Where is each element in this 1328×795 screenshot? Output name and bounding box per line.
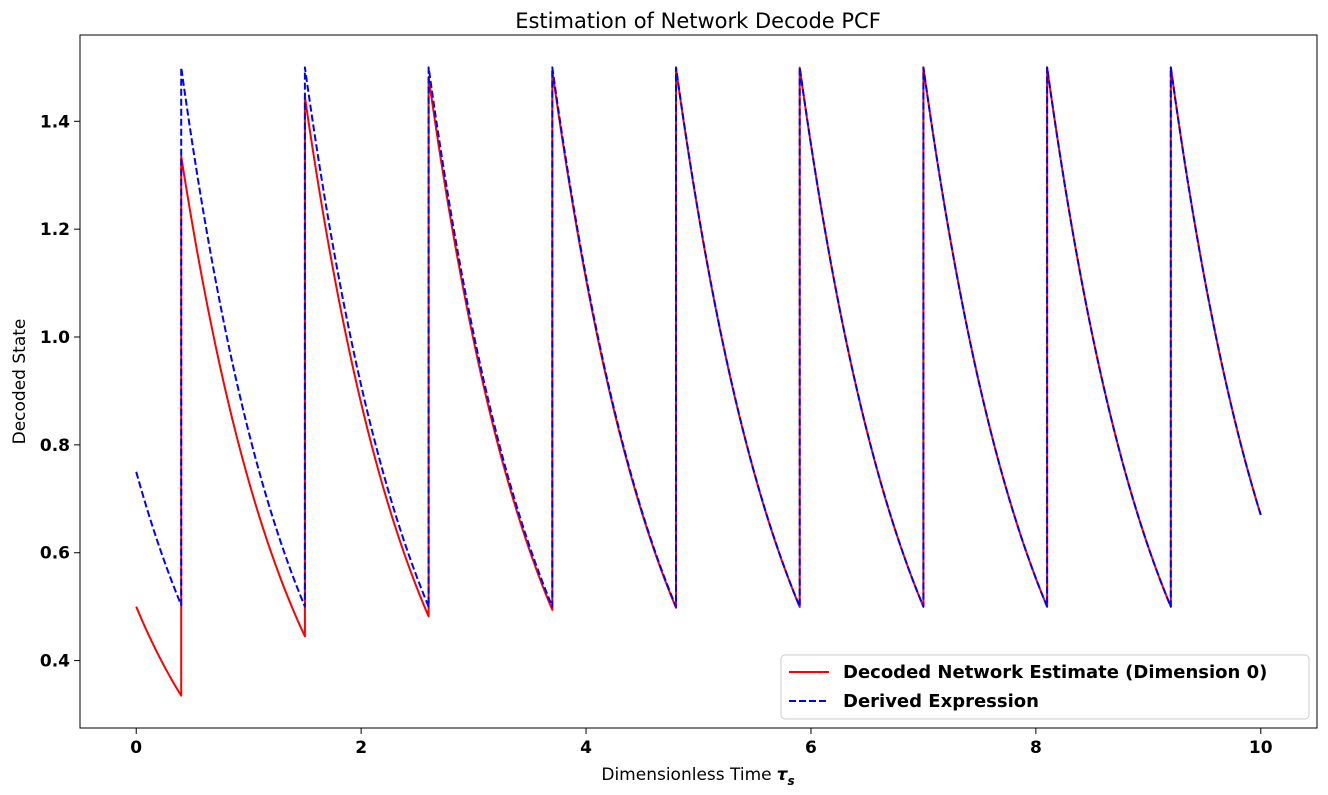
y-tick-label: 1.4 xyxy=(40,112,70,132)
y-tick-label: 1.2 xyxy=(40,220,70,240)
x-axis-label: Dimensionless Time τs xyxy=(601,765,794,788)
x-tick-label: 10 xyxy=(1249,738,1273,758)
x-axis: 0 2 4 6 8 10 xyxy=(130,728,1273,758)
x-axis-label-symbol: τ xyxy=(777,765,789,785)
x-tick-label: 8 xyxy=(1030,738,1042,758)
legend-box xyxy=(780,654,1310,720)
x-axis-label-text: Dimensionless Time xyxy=(601,765,771,785)
legend: Decoded Network Estimate (Dimension 0) D… xyxy=(780,654,1310,720)
legend-label-derived-expression: Derived Expression xyxy=(843,691,1039,712)
y-tick-label: 0.6 xyxy=(40,544,70,564)
y-tick-label: 0.8 xyxy=(40,436,70,456)
y-axis: 0.4 0.6 0.8 1.0 1.2 1.4 xyxy=(40,112,80,672)
chart-title: Estimation of Network Decode PCF xyxy=(515,9,881,33)
series-line-derived-expression xyxy=(135,66,1262,608)
x-tick-label: 2 xyxy=(355,738,367,758)
plot-area xyxy=(135,66,1262,697)
x-tick-label: 0 xyxy=(130,738,142,758)
y-tick-label: 0.4 xyxy=(40,652,70,672)
x-tick-label: 4 xyxy=(580,738,592,758)
x-tick-label: 6 xyxy=(805,738,817,758)
legend-label-decoded-estimate: Decoded Network Estimate (Dimension 0) xyxy=(843,662,1267,683)
y-axis-label: Decoded State xyxy=(10,319,30,445)
y-tick-label: 1.0 xyxy=(40,328,70,348)
plot-frame xyxy=(79,34,1318,729)
x-axis-label-subscript: s xyxy=(787,774,794,788)
